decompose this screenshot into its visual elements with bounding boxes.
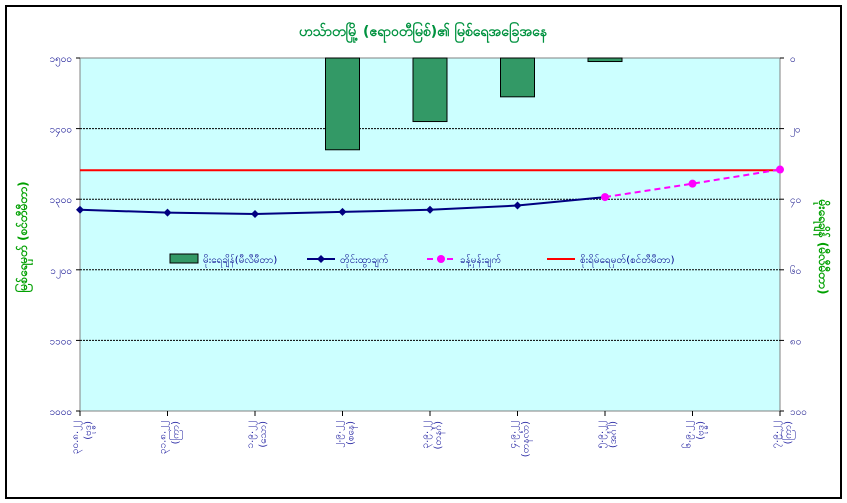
- forecast-point: [688, 179, 697, 188]
- x-tick-day: (အင်္ဂါ): [606, 421, 619, 448]
- x-tick-date: ၄.၉.၂၂: [508, 421, 521, 449]
- forecast-point: [601, 193, 609, 202]
- y-tick-label: ၁၀၀၀: [50, 407, 73, 418]
- x-tick-date: ၁.၉.၂၂: [245, 421, 258, 449]
- chart-frame: ဟသ်ာတမြို့ (ဧရာဝတီမြစ်)၏ မြစ်ရေအခြေအနေ ၁…: [5, 5, 842, 499]
- legend: မိုးရေချိန်(မီလီမီတာ) တိုင်းထွာချက် ခန့်မှ…: [169, 253, 675, 268]
- x-tick-date: ၃၁.၈.၂၂: [158, 421, 171, 454]
- y2-axis-label: မိုးရေချိန် (မီလီမီတာ): [812, 199, 832, 295]
- left-axis-ticks: ၁၀၀၀ ၁၁၀၀ ၁၂၀၀ ၁၃၀၀ ၁၄၀၀ ၁၅၀၀: [50, 54, 80, 418]
- y-tick-label: ၁၁၀၀: [50, 336, 73, 347]
- rain-bar: [412, 57, 448, 123]
- rain-bar: [500, 57, 535, 98]
- x-tick-day: (ဗုဒ္ဓ): [696, 421, 709, 440]
- legend-label: မိုးရေချိန်(မီလီမီတာ): [203, 253, 277, 268]
- y-tick-label: ၁၅၀၀: [50, 54, 73, 67]
- x-tick-day: (စနေ): [346, 421, 359, 445]
- y2-tick-label: ၂၀: [790, 125, 801, 138]
- x-tick-day: (ကြာ): [780, 421, 796, 444]
- y-tick-label: ၁၄၀၀: [50, 125, 73, 138]
- observed-point: [251, 210, 259, 219]
- legend-label: ခန့်မှန်းချက်: [460, 253, 501, 268]
- x-axis-ticks: ၃၀.၈.၂၂ (ဗုဒ္ဓ) ၃၁.၈.၂၂ (ကြာ) ၁.၉.၂၂ (သော) ၂.၉…: [70, 411, 796, 457]
- y-tick-label: ၁၂၀၀: [50, 266, 72, 279]
- x-tick-date: ၃၀.၈.၂၂: [70, 421, 83, 454]
- y2-tick-label: ၈၀: [790, 336, 801, 347]
- y2-tick-label: ၆၀: [790, 264, 801, 277]
- legend-label: တိုင်းထွာချက်: [340, 253, 389, 268]
- series-lines: [76, 165, 784, 219]
- x-tick-label: ၃၀.၈.၂၂ (ဗုဒ္ဓ): [70, 421, 96, 454]
- x-tick-label: ၄.၉.၂၂ (တနင်္လာ): [508, 421, 534, 457]
- observed-point: [426, 205, 434, 214]
- legend-marker-observed: [317, 255, 325, 263]
- x-tick-date: ၇.၉.၂၂: [770, 421, 783, 449]
- x-tick-label: ၁.၉.၂၂ (သော): [245, 421, 269, 449]
- x-tick-day: (ကြာ): [168, 421, 184, 444]
- grid-lines: [80, 128, 780, 341]
- observed-point: [76, 205, 84, 214]
- y-axis-label: မြစ်ရေမှတ် (စင်တီမီတာ): [13, 181, 34, 292]
- x-tick-label: ၃.၉.၂၂ (တနင်္ဂ): [420, 421, 446, 450]
- x-tick-label: ၇.၉.၂၂ (ကြာ): [770, 421, 796, 449]
- legend-marker-forecast: [437, 255, 445, 263]
- y-tick-label: ၁၃၀၀: [50, 195, 73, 208]
- x-tick-label: ၂.၉.၂၂ (စနေ): [333, 421, 359, 448]
- x-tick-day: (တနင်္ဂ): [431, 421, 446, 450]
- x-tick-date: ၃.၉.၂၂: [420, 421, 433, 449]
- x-tick-date: ၂.၉.၂၂: [333, 421, 346, 448]
- x-tick-label: ၅.၉.၂၂ (အင်္ဂါ): [595, 421, 619, 449]
- legend-swatch-rain: [169, 253, 199, 264]
- forecast-point: [776, 165, 784, 174]
- y2-tick-label: ၀: [790, 54, 796, 65]
- chart-svg: ဟသ်ာတမြို့ (ဧရာဝတီမြစ်)၏ မြစ်ရေအခြေအနေ ၁…: [13, 22, 832, 457]
- x-tick-label: ၃၁.၈.၂၂ (ကြာ): [158, 421, 184, 454]
- x-tick-day: (ဗုဒ္ဓ): [83, 421, 96, 440]
- x-tick-date: ၅.၉.၂၂: [595, 421, 608, 449]
- rain-bar: [587, 57, 623, 63]
- rainfall-bars: [325, 57, 623, 151]
- x-tick-label: ၆.၉.၂၂ (ဗုဒ္ဓ): [681, 421, 709, 449]
- observed-point: [338, 207, 347, 216]
- x-tick-date: ၆.၉.၂၂: [681, 421, 696, 449]
- rain-bar: [325, 57, 360, 151]
- x-tick-day: (တနင်္လာ): [519, 421, 534, 457]
- y2-tick-label: ၁၀၀: [790, 407, 807, 418]
- x-tick-day: (သော): [258, 421, 269, 448]
- observed-point: [513, 201, 522, 210]
- chart-title: ဟသ်ာတမြို့ (ဧရာဝတီမြစ်)၏ မြစ်ရေအခြေအနေ: [299, 22, 548, 43]
- legend-label: စိုးရိမ်ရေမှတ်(စင်တီမီတာ): [580, 253, 675, 268]
- observed-point: [163, 208, 172, 217]
- y2-tick-label: ၄၀: [790, 195, 801, 208]
